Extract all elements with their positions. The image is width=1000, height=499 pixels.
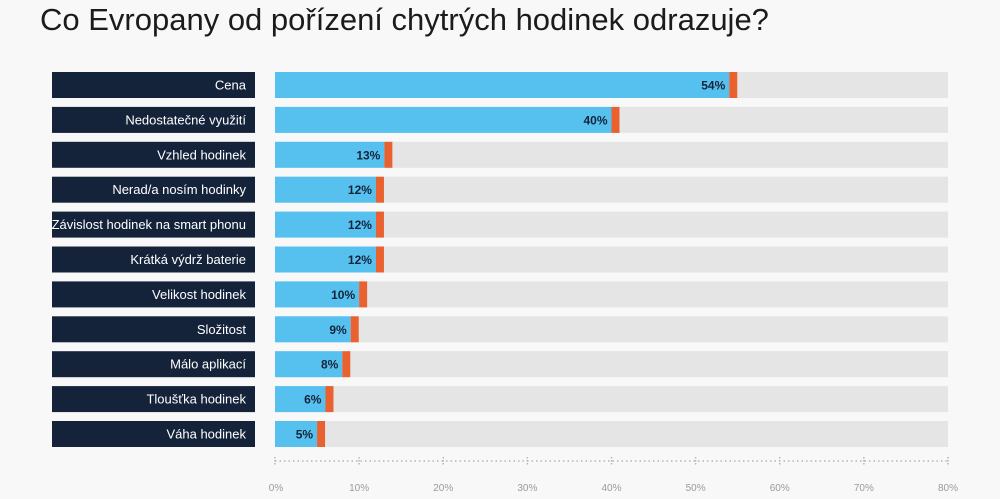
bar-track (275, 386, 948, 413)
x-tick-label: 50% (686, 483, 706, 494)
category-label-box (52, 72, 255, 98)
value-label: 40% (583, 113, 607, 127)
x-tick-label: 40% (601, 483, 621, 494)
value-label: 5% (296, 428, 314, 442)
bar-track (275, 281, 948, 308)
x-tick-label: 30% (517, 483, 537, 494)
value-label: 54% (701, 79, 725, 93)
bar-track (275, 421, 948, 447)
category-label: Tloušťka hodinek (146, 392, 246, 407)
x-tick-label: 10% (349, 483, 369, 494)
category-label-box (52, 176, 255, 203)
bar-end-cap (375, 246, 384, 273)
value-label: 9% (329, 323, 347, 337)
category-label: Málo aplikací (170, 357, 246, 372)
bar-track (275, 176, 948, 203)
bar-row: Váha hodinek 5% (52, 421, 948, 447)
chart-title: Co Evropany od pořízení chytrých hodinek… (40, 2, 769, 37)
bar-end-cap (342, 351, 351, 378)
category-label: Závislost hodinek na smart phonu (52, 217, 246, 232)
value-label: 12% (348, 183, 372, 197)
bar (275, 421, 318, 447)
bar-end-cap (325, 386, 334, 413)
bar (275, 72, 730, 98)
category-label-box (52, 246, 255, 273)
category-label: Velikost hodinek (152, 287, 246, 302)
category-label: Cena (215, 78, 247, 93)
bar-row: Krátká výdrž baterie 12% (52, 246, 948, 273)
category-label: Váha hodinek (166, 427, 246, 442)
category-label: Nedostatečné využití (125, 112, 246, 127)
bar-end-cap (350, 316, 359, 343)
bar-end-cap (359, 281, 368, 308)
value-label: 8% (321, 358, 339, 372)
x-axis: 0% 10% 20% 30% 40% 50% 60% 70% 80% (269, 457, 958, 494)
bar-track (275, 246, 948, 273)
category-label: Krátká výdrž baterie (130, 252, 246, 267)
bar-end-cap (611, 106, 620, 133)
category-label-box (52, 351, 255, 378)
bar-row: Nerad/a nosím hodinky 12% (52, 176, 948, 203)
category-label-box (52, 386, 255, 413)
x-tick-label: 80% (938, 483, 958, 494)
bar-rows: Cena 54% Nedostatečné využití 40% Vzhled hod… (52, 72, 948, 447)
bar (275, 106, 612, 133)
category-label: Složitost (197, 322, 247, 337)
bar-end-cap (384, 141, 393, 168)
bar (275, 246, 376, 273)
bar (275, 211, 376, 238)
bar-end-cap (729, 72, 738, 98)
value-label: 13% (356, 148, 380, 162)
bar-row: Složitost 9% (52, 316, 948, 343)
value-label: 12% (348, 253, 372, 267)
bar-row: Velikost hodinek 10% (52, 281, 948, 308)
category-label: Vzhled hodinek (157, 147, 246, 162)
value-label: 6% (304, 393, 322, 407)
bar-end-cap (317, 421, 326, 447)
bar (275, 176, 376, 203)
bar-row: Málo aplikací 8% (52, 351, 948, 378)
bar-row: Tloušťka hodinek 6% (52, 386, 948, 413)
bar (275, 281, 360, 308)
value-label: 12% (348, 218, 372, 232)
bar (275, 316, 351, 343)
bar-row: Závislost hodinek na smart phonu 12% (52, 211, 948, 238)
category-label-box (52, 211, 255, 238)
bar (275, 351, 343, 378)
category-label: Nerad/a nosím hodinky (112, 182, 246, 197)
bar-end-cap (375, 176, 384, 203)
category-label-box (52, 316, 255, 343)
category-label-box (52, 281, 255, 308)
category-label-box (52, 106, 255, 133)
bar-track (275, 211, 948, 238)
x-tick-label: 60% (770, 483, 790, 494)
bar-row: Vzhled hodinek 13% (52, 141, 948, 168)
category-label-box (52, 141, 255, 168)
bar (275, 141, 385, 168)
x-tick-label: 20% (433, 483, 453, 494)
bar (275, 386, 326, 413)
x-tick-label: 70% (854, 483, 874, 494)
bar-end-cap (375, 211, 384, 238)
x-tick-label: 0% (269, 483, 284, 494)
bar-row: Cena 54% (52, 72, 948, 98)
bar-row: Nedostatečné využití 40% (52, 106, 948, 133)
bar-track (275, 316, 948, 343)
bar-track (275, 351, 948, 378)
category-label-box (52, 421, 255, 447)
value-label: 10% (331, 288, 355, 302)
